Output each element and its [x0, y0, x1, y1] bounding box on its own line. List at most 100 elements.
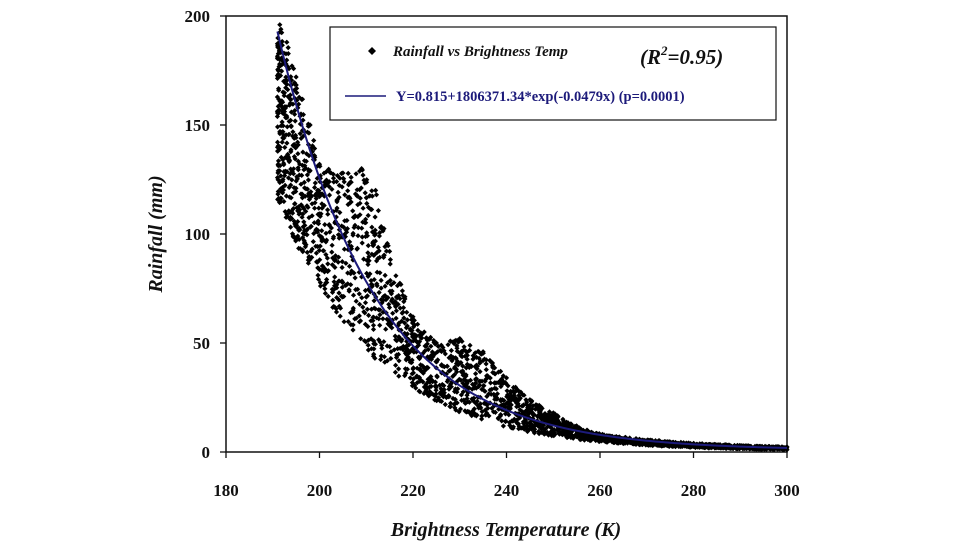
scatter-point	[383, 326, 389, 332]
scatter-point	[304, 226, 310, 232]
scatter-point	[435, 357, 441, 363]
scatter-point	[491, 370, 497, 376]
scatter-point	[362, 190, 368, 196]
scatter-point	[343, 260, 349, 266]
scatter-point	[280, 135, 286, 141]
y-tick-label: 50	[193, 334, 210, 353]
scatter-point	[425, 390, 431, 396]
scatter-point	[422, 343, 428, 349]
scatter-point	[458, 377, 464, 383]
scatter-point	[565, 429, 571, 435]
scatter-point	[591, 435, 597, 441]
scatter-point	[348, 282, 354, 288]
scatter-point	[285, 45, 291, 51]
scatter-point	[546, 409, 553, 415]
scatter-point	[527, 397, 533, 403]
scatter-point	[434, 359, 440, 365]
x-axis: 180 200 220 240 260 280 300	[213, 452, 800, 500]
scatter-point	[365, 273, 371, 279]
scatter-point	[545, 424, 551, 430]
scatter-point	[277, 61, 283, 67]
scatter-point	[733, 446, 739, 452]
scatter-point	[350, 214, 357, 220]
scatter-point	[294, 85, 300, 91]
scatter-point	[287, 171, 293, 177]
scatter-point	[372, 214, 378, 220]
scatter-point	[363, 195, 369, 201]
legend-box	[329, 26, 777, 121]
scatter-point	[365, 243, 371, 249]
scatter-point	[374, 315, 380, 321]
scatter-point	[446, 355, 452, 361]
scatter-point	[503, 375, 510, 381]
scatter-point	[538, 414, 544, 420]
scatter-point	[295, 165, 301, 171]
scatter-point	[345, 201, 351, 208]
scatter-point	[510, 388, 516, 394]
scatter-point	[438, 386, 444, 392]
scatter-point	[370, 326, 377, 332]
scatter-point	[473, 376, 480, 382]
scatter-point	[380, 294, 387, 300]
scatter-point	[316, 161, 323, 167]
scatter-point	[466, 409, 472, 415]
scatter-point	[288, 97, 294, 103]
scatter-point	[609, 437, 615, 443]
scatter-point	[479, 413, 485, 419]
scatter-point	[355, 202, 361, 208]
scatter-point	[379, 345, 385, 351]
scatter-point	[549, 425, 555, 431]
scatter-point	[533, 403, 539, 409]
scatter-point	[784, 447, 790, 453]
scatter-point	[292, 118, 298, 124]
scatter-point	[393, 362, 399, 368]
scatter-point	[479, 416, 485, 422]
scatter-point	[410, 365, 416, 371]
scatter-point	[384, 343, 390, 349]
scatter-point	[545, 415, 551, 421]
scatter-point	[351, 224, 357, 231]
scatter-point	[503, 418, 509, 424]
scatter-point	[308, 248, 314, 254]
scatter-point	[467, 363, 473, 369]
scatter-point	[498, 381, 504, 387]
scatter-point	[301, 167, 307, 173]
scatter-point	[275, 51, 281, 57]
scatter-point	[483, 361, 489, 367]
scatter-point	[522, 418, 528, 424]
scatter-point	[564, 424, 570, 430]
scatter-point	[347, 239, 353, 245]
scatter-point	[340, 170, 346, 176]
scatter-point	[371, 346, 377, 352]
y-axis: 0 50 100 150 200	[185, 7, 226, 462]
x-tick-label: 180	[213, 481, 239, 500]
scatter-point	[385, 321, 391, 327]
scatter-point	[356, 313, 362, 319]
scatter-point	[298, 135, 304, 142]
scatter-point	[678, 439, 684, 445]
scatter-point	[335, 232, 341, 238]
scatter-point	[409, 331, 415, 338]
scatter-point	[514, 417, 520, 423]
scatter-point	[280, 187, 286, 193]
scatter-point	[393, 308, 399, 314]
scatter-point	[460, 363, 466, 369]
scatter-point	[381, 253, 387, 259]
scatter-point	[394, 295, 400, 301]
scatter-point	[511, 392, 517, 398]
scatter-point	[403, 325, 409, 331]
scatter-point	[577, 430, 583, 436]
scatter-point	[323, 230, 329, 236]
scatter-point	[371, 277, 377, 283]
scatter-point	[404, 309, 410, 315]
legend-fit-label: Y=0.815+1806371.34*exp(-0.0479x) (p=0.00…	[396, 89, 685, 105]
scatter-point	[319, 205, 325, 211]
scatter-point	[484, 393, 490, 399]
scatter-point	[284, 140, 290, 146]
scatter-point	[285, 51, 291, 57]
scatter-point	[279, 68, 285, 74]
scatter-point	[601, 437, 607, 443]
scatter-point	[574, 423, 580, 429]
scatter-point	[676, 443, 683, 449]
scatter-point	[599, 434, 605, 440]
